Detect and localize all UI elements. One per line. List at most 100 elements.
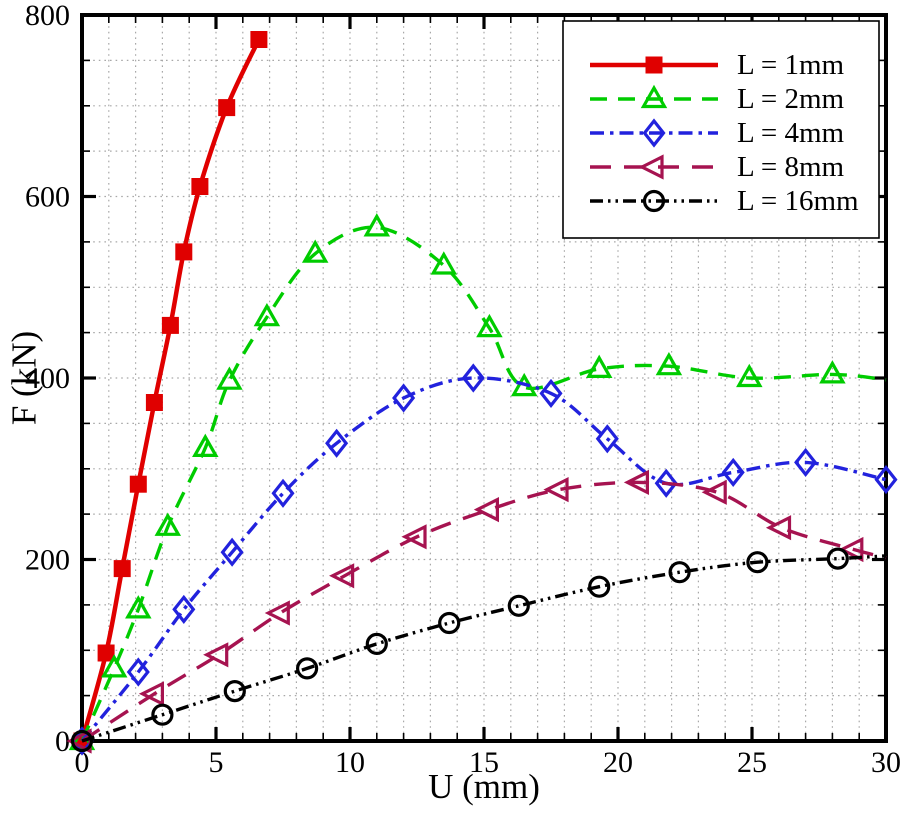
data-marker (138, 681, 164, 707)
data-marker (145, 394, 163, 411)
series-l-4mm (70, 363, 898, 756)
x-tick-label: 0 (75, 746, 90, 779)
data-marker (874, 465, 898, 495)
data-marker (461, 363, 485, 393)
data-marker (507, 594, 530, 617)
data-marker (129, 475, 147, 493)
data-marker (819, 360, 846, 384)
data-marker (585, 354, 613, 378)
data-marker (438, 611, 461, 635)
x-tick-label: 20 (603, 746, 633, 779)
data-marker (645, 56, 663, 74)
x-tick-label: 10 (335, 746, 365, 779)
legend-item-l-8mm: L = 8mm (590, 151, 845, 183)
data-marker (640, 84, 668, 109)
data-marker (100, 654, 128, 678)
series-l-8mm (66, 469, 887, 754)
y-tick-label: 400 (25, 362, 70, 395)
data-marker (172, 594, 196, 624)
data-marker (126, 657, 150, 687)
data-marker (175, 243, 193, 261)
x-axis-title: U (mm) (428, 767, 540, 806)
series-l-1mm (73, 31, 268, 750)
data-marker (668, 561, 691, 584)
data-marker (476, 313, 503, 338)
data-marker (473, 497, 499, 523)
x-tick-label: 30 (871, 746, 901, 779)
x-tick-label: 25 (737, 746, 767, 779)
data-marker (192, 433, 219, 457)
data-marker (642, 189, 666, 213)
data-marker (325, 428, 349, 458)
legend-label: L = 16mm (737, 185, 859, 217)
y-tick-label: 600 (25, 181, 70, 214)
data-marker (220, 537, 244, 567)
series-line (81, 554, 887, 743)
data-marker (203, 642, 229, 668)
legend-label: L = 2mm (737, 83, 845, 115)
data-marker (154, 512, 182, 536)
x-tick-label: 15 (469, 746, 499, 779)
data-marker (721, 457, 745, 487)
data-marker (329, 563, 355, 589)
data-marker (151, 703, 174, 726)
legend-item-l-2mm: L = 2mm (590, 83, 845, 115)
data-marker (623, 469, 649, 495)
tick-labels: 0 5 10 15 20 25 30 0 200 400 600 800 (25, 0, 901, 779)
data-marker (595, 424, 619, 454)
data-marker (838, 536, 864, 563)
series-line (79, 38, 261, 742)
data-marker (746, 551, 769, 574)
y-tick-label: 0 (55, 725, 70, 758)
y-tick-label: 800 (25, 0, 70, 32)
data-marker (216, 366, 243, 390)
data-marker (296, 657, 319, 680)
data-marker (392, 383, 416, 413)
series-line (80, 225, 887, 742)
data-marker (250, 31, 268, 48)
x-tick-label: 5 (209, 746, 224, 779)
data-marker (736, 363, 763, 388)
data-marker (638, 154, 664, 180)
series-l-16mm (70, 547, 887, 753)
data-marker (794, 447, 818, 477)
data-marker (97, 644, 115, 662)
y-tick-label: 200 (25, 544, 70, 577)
legend-item-l-1mm: L = 1mm (590, 49, 845, 81)
legend-item-l-16mm: L = 16mm (590, 185, 859, 217)
data-marker (401, 524, 427, 550)
data-marker (543, 477, 569, 503)
data-marker (539, 378, 563, 408)
data-marker (223, 679, 246, 703)
data-marker (654, 468, 678, 498)
data-marker (218, 99, 236, 117)
series-line (80, 376, 887, 743)
plot-border (80, 13, 888, 743)
legend-label: L = 1mm (737, 49, 845, 81)
data-marker (826, 547, 849, 570)
data-marker (588, 575, 611, 598)
data-marker (765, 515, 792, 541)
data-marker (70, 729, 94, 753)
data-marker (365, 632, 388, 656)
data-marker (701, 479, 727, 505)
data-marker (253, 302, 281, 327)
data-marker (113, 560, 131, 578)
legend-label: L = 4mm (737, 117, 845, 149)
data-marker (161, 316, 179, 334)
y-axis-title: F (kN) (5, 331, 44, 425)
data-marker (191, 178, 209, 195)
legend-item-l-4mm: L = 4mm (590, 117, 845, 149)
data-marker (430, 251, 458, 275)
data-marker (301, 239, 329, 263)
data-marker (363, 213, 391, 237)
data-marker (655, 351, 683, 376)
data-marker (264, 600, 290, 626)
data-marker (125, 595, 152, 619)
data-marker (642, 118, 666, 148)
legend-label: L = 8mm (737, 151, 845, 183)
data-marker (271, 478, 295, 508)
